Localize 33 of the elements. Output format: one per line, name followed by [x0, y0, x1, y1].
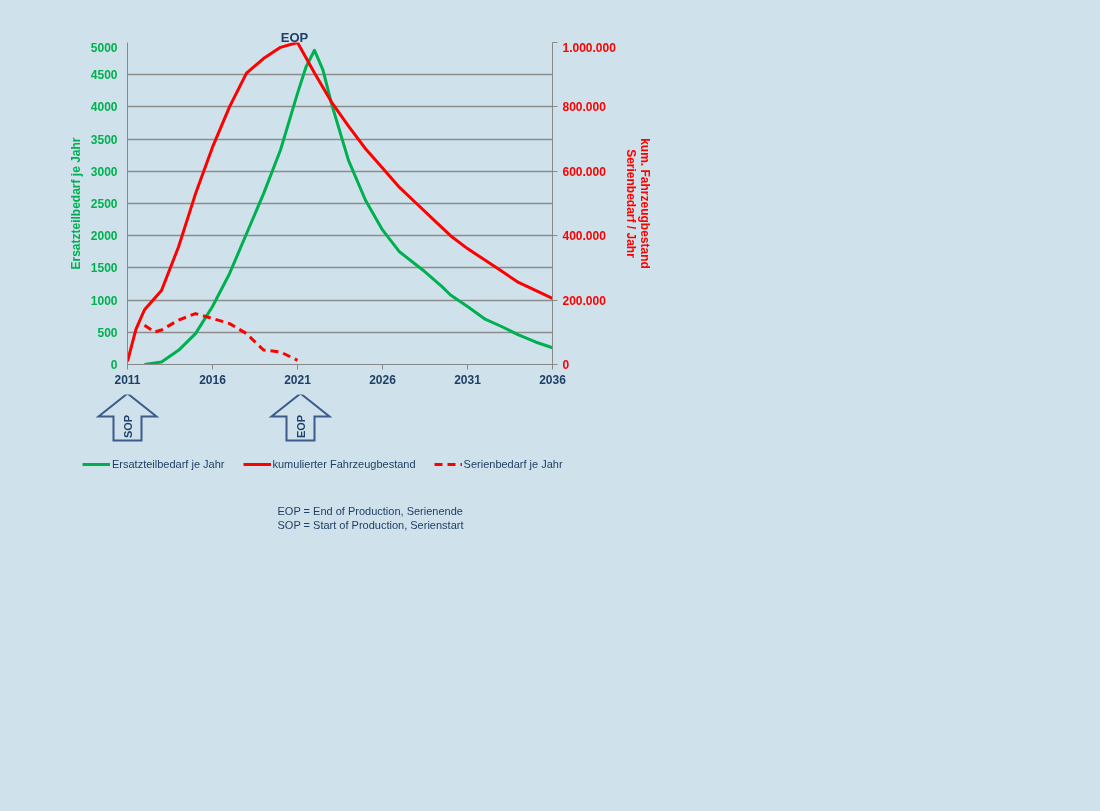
text: EOP [294, 414, 307, 439]
y2-tick-label: 0 [562, 358, 570, 372]
y-tick-label: 3500 [90, 132, 118, 147]
legend-label: kumulierter Fahrzeugbestand [272, 458, 416, 470]
x-tick-label: 2026 [369, 372, 397, 387]
y-tick-label: 5000 [90, 40, 118, 55]
y2-tick-label: 800.000 [562, 100, 607, 115]
y-tick-label: 4500 [90, 68, 118, 83]
x-tick-label: 2031 [454, 372, 482, 387]
y-tick-label: 1500 [90, 261, 118, 276]
y-tick-label: 0 [110, 358, 118, 372]
x-tick-label: 2036 [539, 372, 567, 387]
y2-tick-label: 600.000 [562, 164, 607, 179]
y-tick-label: 500 [97, 325, 118, 340]
x-tick-label: 2021 [284, 372, 312, 387]
legend-label: Ersatzteilbedarf je Jahr [112, 458, 225, 470]
text: SOP = Start of Production, Serienstart [277, 518, 464, 531]
y-tick-label: 4000 [90, 100, 118, 115]
text: SOP [121, 414, 134, 439]
x-tick-label: 2016 [199, 372, 227, 387]
y2-axis-title: kum. Fahrzeugbestand Serienbedarf / Jahr [623, 138, 652, 269]
y2-tick-label: 200.000 [562, 293, 607, 308]
y-tick-label: 3000 [90, 164, 118, 179]
y2-tick-label: 1.000.000 [562, 40, 617, 55]
y2-tick-label: 400.000 [562, 229, 607, 244]
y-tick-label: 1000 [90, 293, 118, 308]
y-tick-label: 2000 [90, 229, 118, 244]
y-axis-title: Ersatzteilbedarf je Jahr [68, 137, 83, 270]
legend-label: Serienbedarf je Jahr [463, 458, 563, 470]
y-tick-label: 2500 [90, 197, 118, 211]
text: EOP = End of Production, Serienende [277, 504, 463, 517]
x-tick-label: 2011 [114, 372, 141, 387]
annotation: EOP [280, 29, 309, 45]
